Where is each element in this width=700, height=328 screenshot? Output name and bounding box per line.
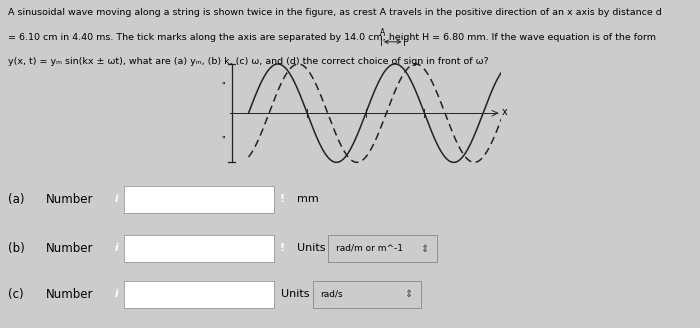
Text: !: ! [279, 243, 285, 254]
Text: A sinusoidal wave moving along a string is shown twice in the figure, as crest A: A sinusoidal wave moving along a string … [8, 8, 662, 17]
Text: rad/s: rad/s [321, 290, 343, 299]
Text: !: ! [279, 194, 285, 204]
Text: Number: Number [46, 242, 93, 255]
Text: Number: Number [46, 288, 93, 301]
Text: (c): (c) [8, 288, 24, 301]
Text: i: i [114, 243, 118, 254]
Text: A: A [380, 29, 386, 37]
Text: Units: Units [281, 289, 310, 299]
Text: Number: Number [46, 193, 93, 206]
Text: = 6.10 cm in 4.40 ms. The tick marks along the axis are separated by 14.0 cm; he: = 6.10 cm in 4.40 ms. The tick marks alo… [8, 33, 657, 42]
Text: Units: Units [297, 243, 326, 254]
Text: mm: mm [297, 194, 319, 204]
Text: i: i [114, 289, 118, 299]
Text: y(x, t) = yₘ sin(kx ± ωt), what are (a) yₘ, (b) k, (c) ω, and (d) the correct ch: y(x, t) = yₘ sin(kx ± ωt), what are (a) … [8, 57, 489, 66]
Text: i: i [114, 194, 118, 204]
Text: (a): (a) [8, 193, 25, 206]
Text: ": " [221, 136, 225, 145]
Text: ": " [221, 82, 225, 91]
Text: ⇕: ⇕ [405, 289, 412, 299]
Text: ⇕: ⇕ [420, 243, 428, 254]
Text: x: x [501, 107, 508, 117]
Text: (b): (b) [8, 242, 25, 255]
Text: rad/m or m^-1: rad/m or m^-1 [336, 244, 403, 253]
